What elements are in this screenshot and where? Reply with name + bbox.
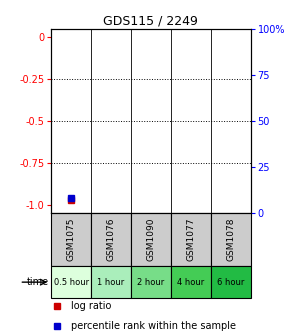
Bar — [51, 213, 91, 266]
Bar — [211, 213, 251, 266]
Text: GSM1075: GSM1075 — [67, 218, 76, 261]
Bar — [51, 266, 91, 298]
Text: percentile rank within the sample: percentile rank within the sample — [71, 321, 236, 331]
Bar — [131, 266, 171, 298]
Text: 6 hour: 6 hour — [217, 278, 244, 287]
Text: GSM1076: GSM1076 — [107, 218, 115, 261]
Text: time: time — [27, 277, 49, 287]
Bar — [131, 213, 171, 266]
Text: GSM1077: GSM1077 — [186, 218, 195, 261]
Text: 1 hour: 1 hour — [97, 278, 125, 287]
Text: 0.5 hour: 0.5 hour — [54, 278, 89, 287]
Title: GDS115 / 2249: GDS115 / 2249 — [103, 14, 198, 28]
Text: 2 hour: 2 hour — [137, 278, 165, 287]
Text: GSM1078: GSM1078 — [226, 218, 235, 261]
Bar — [91, 213, 131, 266]
Text: GSM1090: GSM1090 — [146, 218, 155, 261]
Bar — [211, 266, 251, 298]
Bar — [171, 266, 211, 298]
Bar — [91, 266, 131, 298]
Text: 4 hour: 4 hour — [177, 278, 205, 287]
Text: log ratio: log ratio — [71, 301, 112, 311]
Bar — [171, 213, 211, 266]
